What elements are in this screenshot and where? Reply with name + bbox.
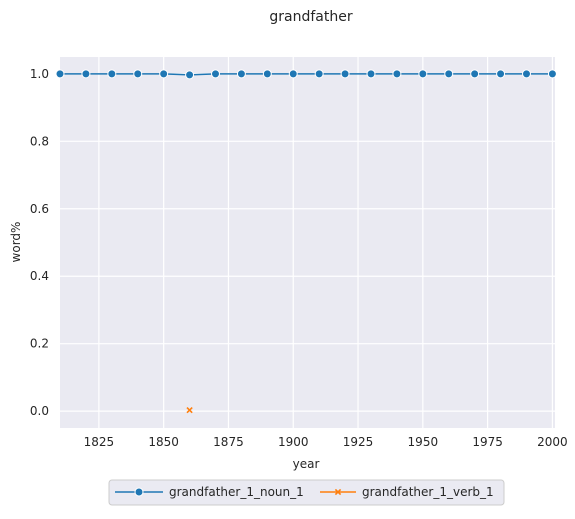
x-tick-label: 1950: [408, 435, 439, 449]
y-tick-label: 0.6: [30, 202, 49, 216]
x-tick-label: 1875: [213, 435, 244, 449]
data-point: [521, 69, 531, 79]
data-point: [314, 69, 324, 79]
data-point: [210, 69, 220, 79]
data-point: [186, 406, 193, 414]
legend-items: grandfather_1_noun_1 grandfather_1_verb_1: [115, 485, 494, 499]
data-point: [288, 69, 298, 79]
data-point: [470, 69, 480, 79]
data-point: [392, 69, 402, 79]
legend: grandfather_1_noun_1 grandfather_1_verb_1: [108, 479, 505, 506]
legend-frame: [108, 479, 505, 506]
data-point: [81, 69, 91, 79]
x-tick-label: 1900: [278, 435, 309, 449]
series-grandfather_1_verb_1: [186, 406, 193, 414]
data-point: [444, 69, 454, 79]
y-axis-title: word%: [9, 222, 23, 263]
chart-title: grandfather: [269, 9, 352, 25]
y-tick-label: 0.4: [30, 269, 49, 283]
x-tick-label: 1925: [343, 435, 374, 449]
y-tick-label: 0.0: [30, 404, 49, 418]
legend-marker: [334, 488, 342, 496]
data-point: [133, 69, 143, 79]
data-point: [496, 69, 506, 79]
plot-area: [60, 57, 555, 428]
series-grandfather_1_noun_1: [55, 69, 557, 80]
y-tick-label: 1.0: [30, 67, 49, 81]
y-axis-ticks: 0.0 0.2 0.4 0.6 0.8 1.0: [30, 67, 49, 418]
data-point: [547, 69, 557, 79]
x-tick-label: 1825: [84, 435, 115, 449]
data-point: [55, 69, 65, 79]
data-point: [107, 69, 117, 79]
x-tick-label: 2000: [537, 435, 568, 449]
data-point: [159, 69, 169, 79]
legend-label: grandfather_1_verb_1: [362, 485, 494, 499]
data-point: [366, 69, 376, 79]
y-tick-label: 0.2: [30, 337, 49, 351]
legend-item: grandfather_1_noun_1: [115, 485, 304, 499]
x-tick-label: 1850: [148, 435, 179, 449]
x-axis-title: year: [293, 457, 320, 471]
y-tick-label: 0.8: [30, 134, 49, 148]
data-point: [185, 70, 195, 80]
data-point: [262, 69, 272, 79]
legend-label: grandfather_1_noun_1: [169, 485, 304, 499]
legend-item: grandfather_1_verb_1: [320, 485, 494, 499]
legend-marker: [134, 487, 144, 497]
x-axis-ticks: 1825 1850 1875 1900 1925 1950 1975 2000: [84, 435, 568, 449]
data-point: [418, 69, 428, 79]
data-point: [236, 69, 246, 79]
x-tick-label: 1975: [472, 435, 503, 449]
data-point: [340, 69, 350, 79]
series-layer: [55, 69, 557, 414]
